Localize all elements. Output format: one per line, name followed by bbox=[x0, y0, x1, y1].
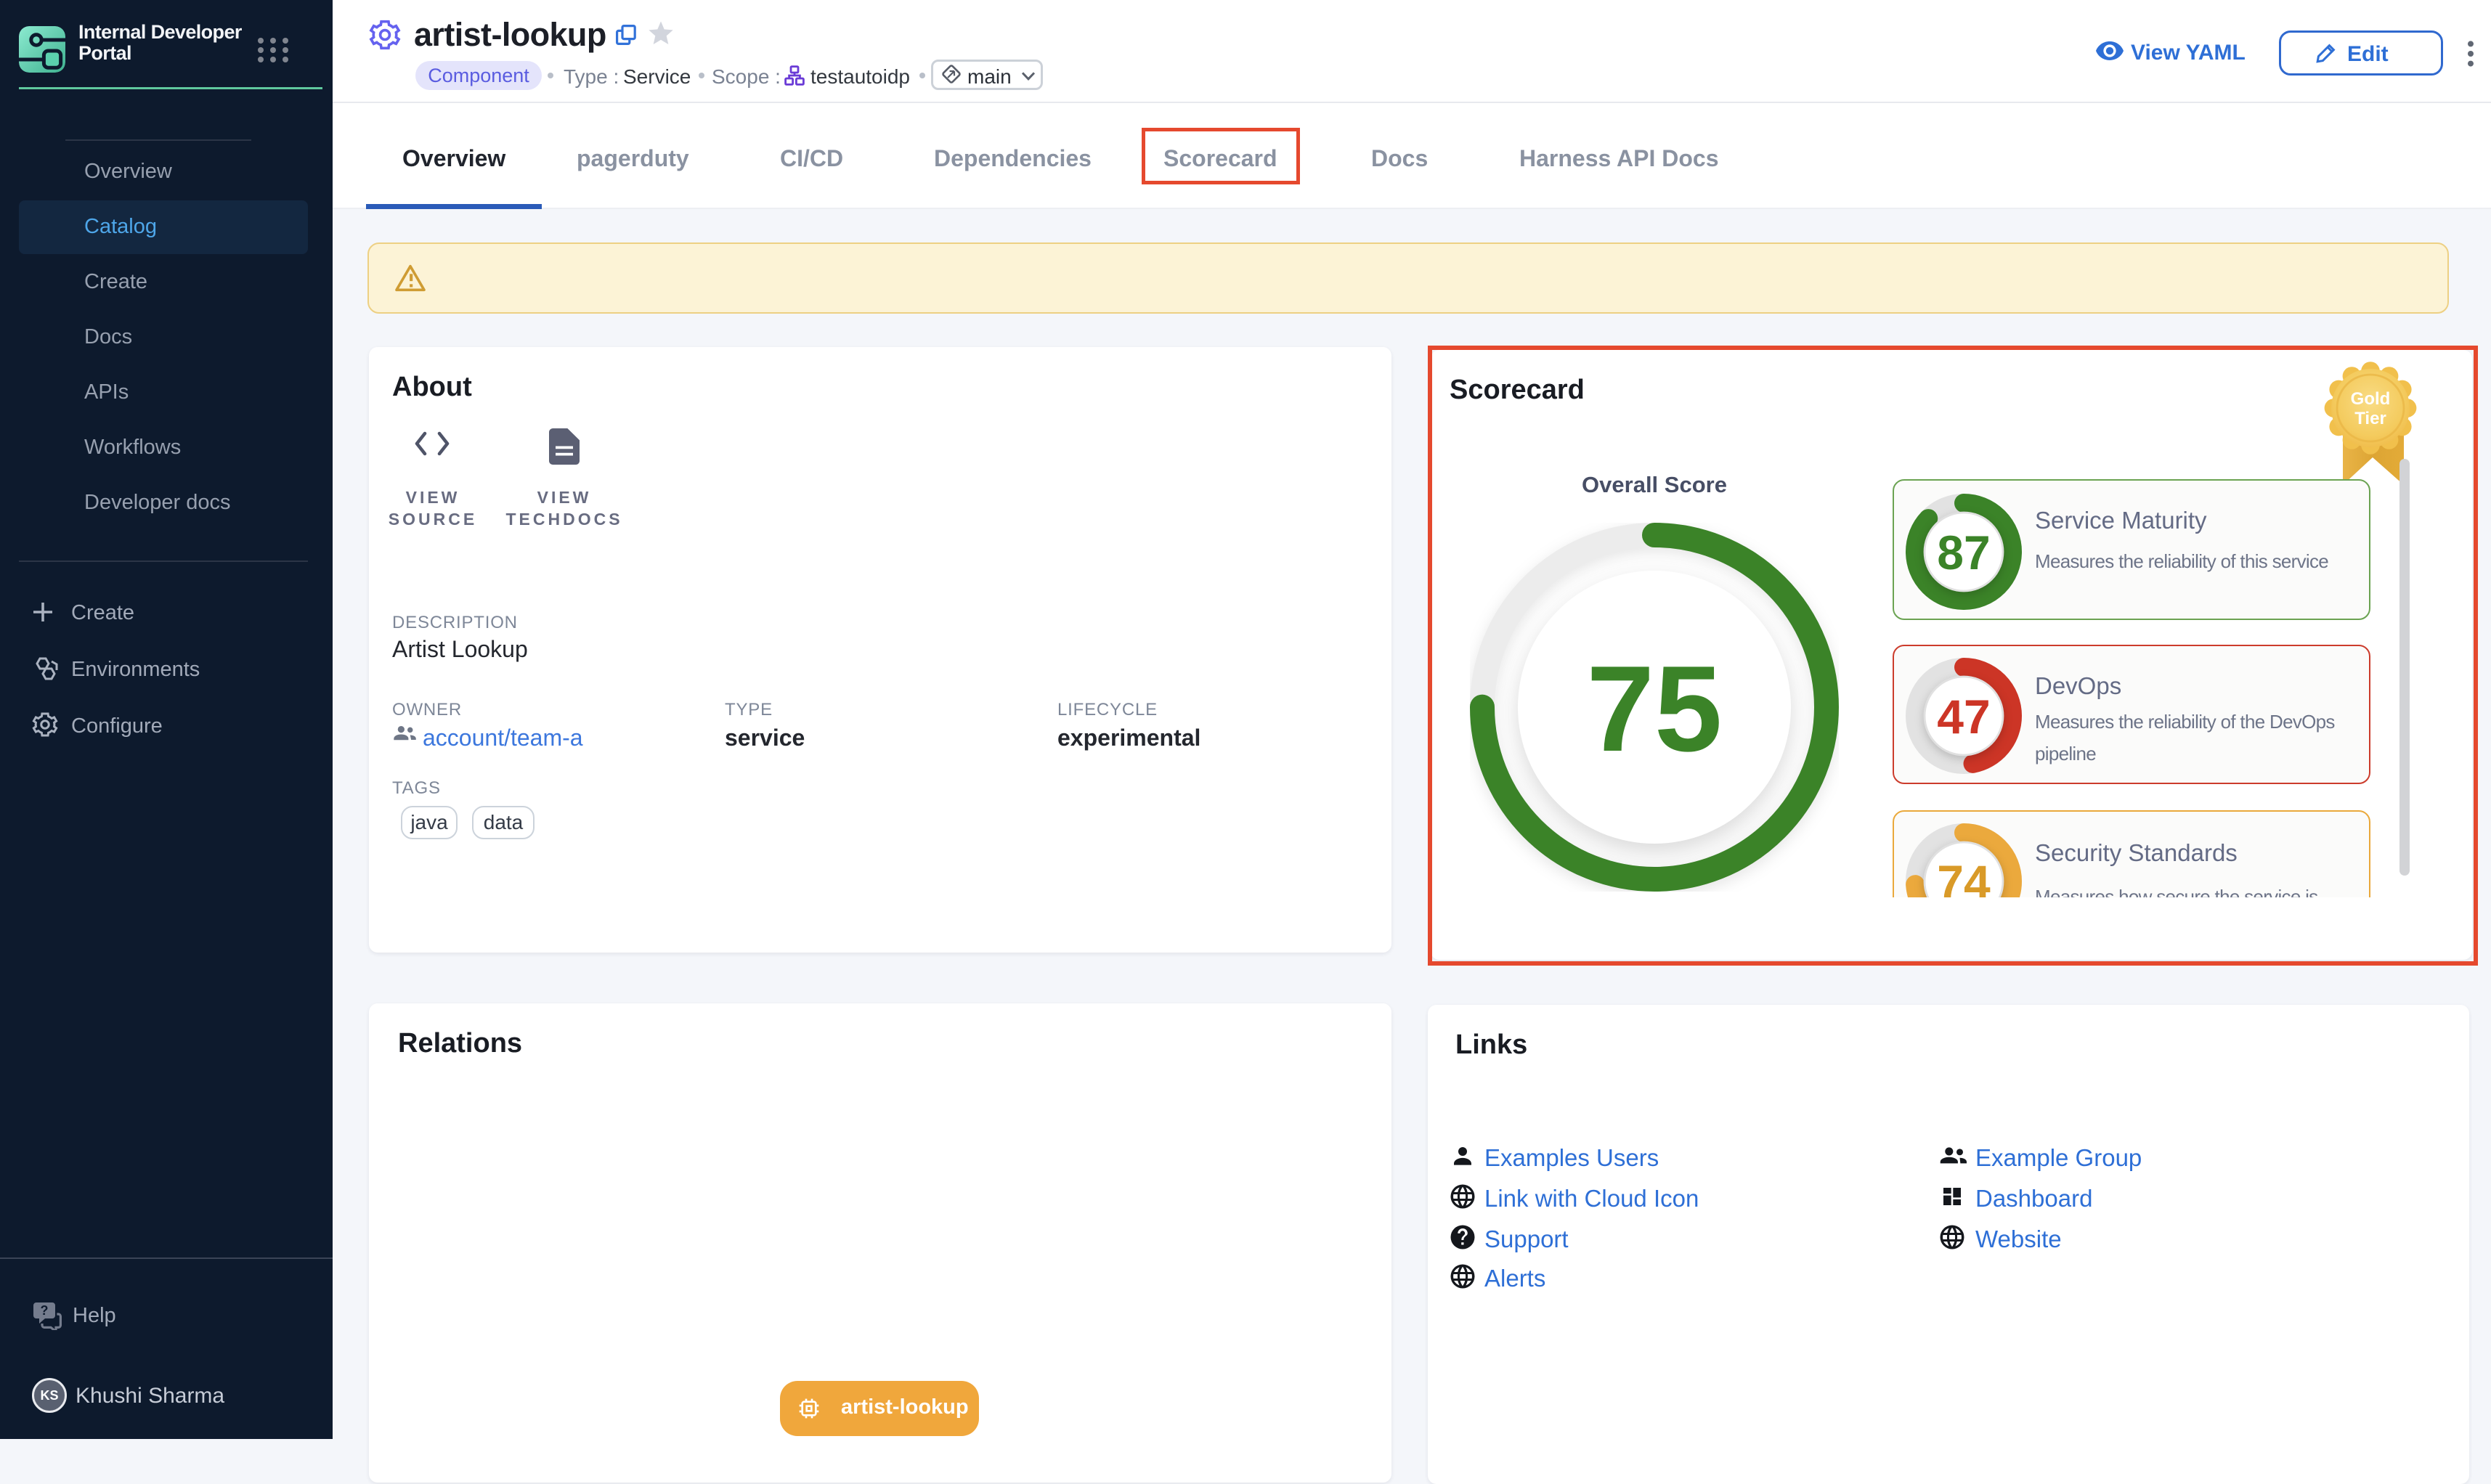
svg-text:47: 47 bbox=[1937, 690, 1990, 743]
svg-text:?: ? bbox=[41, 1303, 49, 1318]
svg-text:Tier: Tier bbox=[2354, 409, 2386, 428]
svg-text:75: 75 bbox=[1587, 640, 1723, 777]
svg-text:87: 87 bbox=[1937, 526, 1990, 579]
svg-text:Gold: Gold bbox=[2351, 389, 2391, 409]
svg-text:74: 74 bbox=[1937, 855, 1991, 897]
